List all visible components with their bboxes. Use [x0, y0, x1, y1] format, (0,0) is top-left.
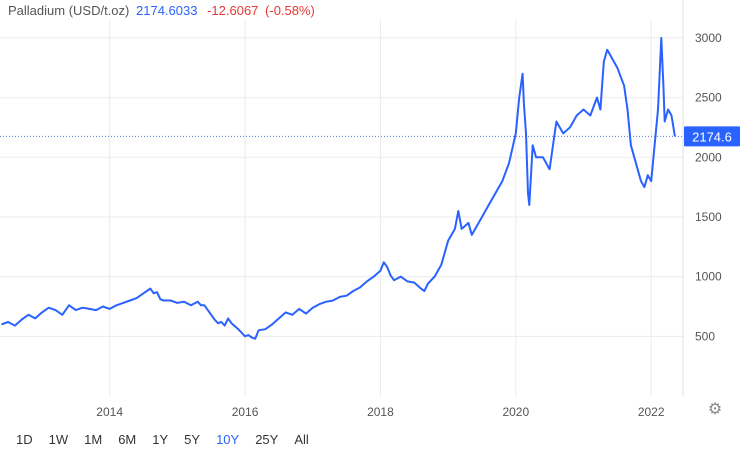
- gear-icon[interactable]: ⚙: [707, 401, 723, 418]
- last-price-tag: [684, 126, 740, 147]
- range-button-1y[interactable]: 1Y: [152, 432, 169, 447]
- price-chart[interactable]: 500 1000 1500 2000 2500 3000 2014 2016 2018 2020 2…: [0, 0, 740, 425]
- range-button-6m[interactable]: 6M: [118, 432, 137, 447]
- price-series-line: [1, 36, 676, 340]
- y-tick-label: 1500: [695, 210, 722, 224]
- y-tick-label: 2000: [695, 150, 722, 164]
- x-tick-label: 2022: [638, 405, 665, 419]
- y-tick-label: 3000: [695, 31, 722, 45]
- y-tick-label: 2500: [695, 91, 722, 105]
- instrument-name: Palladium (USD/t.oz): [8, 3, 130, 18]
- chart-header: Palladium (USD/t.oz) 2174.6033 -12.6067 …: [8, 3, 315, 18]
- range-button-10y[interactable]: 10Y: [216, 432, 240, 447]
- price-change: -12.6067: [207, 3, 259, 18]
- y-tick-label: 1000: [695, 270, 722, 284]
- last-price-tag-label: 2174.6: [692, 129, 732, 144]
- current-price: 2174.6033: [136, 3, 198, 18]
- y-tick-label: 500: [695, 329, 715, 343]
- time-range-selector: 1D 1W 1M 6M 1Y 5Y 10Y 25Y All: [8, 430, 317, 449]
- range-button-25y[interactable]: 25Y: [255, 432, 279, 447]
- price-change-percent: (-0.58%): [265, 3, 315, 18]
- x-tick-label: 2014: [96, 405, 123, 419]
- range-button-5y[interactable]: 5Y: [184, 432, 201, 447]
- x-tick-label: 2016: [232, 405, 259, 419]
- range-button-1d[interactable]: 1D: [16, 432, 33, 447]
- range-button-1w[interactable]: 1W: [48, 432, 69, 447]
- x-tick-label: 2020: [502, 405, 529, 419]
- x-tick-label: 2018: [367, 405, 394, 419]
- range-button-all[interactable]: All: [294, 432, 309, 447]
- range-button-1m[interactable]: 1M: [84, 432, 103, 447]
